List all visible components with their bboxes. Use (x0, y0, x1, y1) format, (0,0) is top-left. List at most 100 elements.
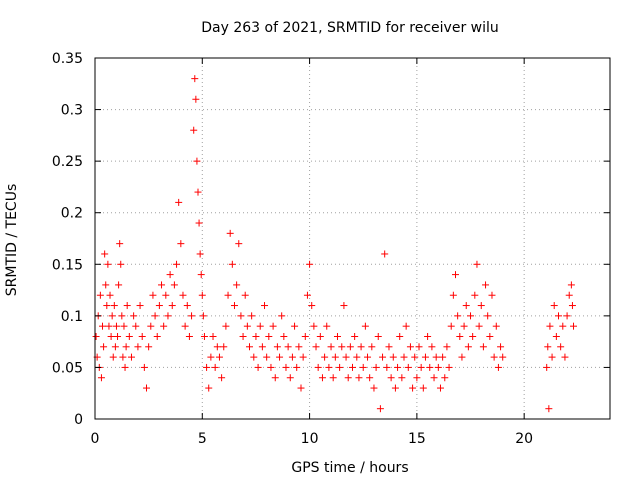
data-point (361, 322, 369, 330)
data-point (92, 332, 100, 340)
data-point (196, 250, 204, 258)
data-point (366, 374, 374, 382)
data-point (155, 302, 163, 310)
data-point (248, 312, 256, 320)
data-point (565, 291, 573, 299)
data-point (297, 384, 305, 392)
data-point (333, 332, 341, 340)
data-point (561, 353, 569, 361)
data-point (477, 302, 485, 310)
data-point (469, 332, 477, 340)
y-tick-label: 0.25 (52, 154, 83, 170)
data-point (555, 312, 562, 320)
data-point (211, 363, 219, 371)
data-point (118, 312, 126, 320)
data-point (265, 332, 273, 340)
data-point (430, 374, 438, 382)
data-point (411, 353, 419, 361)
data-point (162, 291, 170, 299)
data-point (282, 363, 290, 371)
x-tick-label: 15 (408, 431, 426, 447)
data-point (125, 332, 133, 340)
data-point (110, 302, 118, 310)
data-point (404, 363, 412, 371)
data-point (344, 374, 352, 382)
data-point (342, 353, 350, 361)
y-tick-label: 0.05 (52, 360, 83, 376)
data-point (160, 322, 168, 330)
y-tick-label: 0.35 (52, 51, 83, 67)
data-point (107, 332, 115, 340)
data-point (293, 363, 301, 371)
data-point (381, 250, 389, 258)
data-point (103, 302, 111, 310)
data-point (434, 363, 442, 371)
data-point (134, 343, 142, 351)
data-point (256, 322, 264, 330)
data-point (559, 322, 567, 330)
data-point (117, 260, 125, 268)
data-point (441, 374, 449, 382)
data-point (269, 322, 277, 330)
data-point (303, 291, 311, 299)
data-point (432, 353, 440, 361)
data-point (464, 343, 472, 351)
x-tick-label: 10 (301, 431, 319, 447)
data-point (105, 322, 113, 330)
data-point (261, 302, 269, 310)
data-point (546, 322, 554, 330)
data-point (145, 343, 153, 351)
data-point (452, 271, 459, 279)
y-tick-label: 0.1 (61, 309, 83, 325)
data-point (170, 281, 178, 289)
data-point (258, 343, 266, 351)
x-tick-label: 5 (198, 431, 207, 447)
data-point (497, 343, 505, 351)
data-point (568, 302, 576, 310)
data-point (166, 271, 174, 279)
data-point (376, 405, 384, 413)
data-point (241, 291, 249, 299)
data-point (355, 374, 363, 382)
data-point (111, 343, 119, 351)
data-point (419, 384, 427, 392)
y-tick-label: 0.15 (52, 257, 83, 273)
data-point (115, 281, 123, 289)
data-point (286, 374, 294, 382)
data-point (254, 363, 262, 371)
x-tick-label: 0 (91, 431, 100, 447)
data-point (185, 332, 193, 340)
data-point (544, 343, 552, 351)
data-point (190, 126, 198, 134)
data-point (99, 322, 107, 330)
data-point (188, 312, 196, 320)
x-tick-label: 20 (515, 431, 533, 447)
x-ticks: 0 5 10 15 20 (91, 58, 533, 447)
data-point (119, 353, 127, 361)
data-point (548, 353, 556, 361)
data-point (147, 322, 155, 330)
data-point (329, 374, 337, 382)
data-point (406, 343, 414, 351)
data-point (340, 302, 348, 310)
data-point (327, 343, 335, 351)
data-point (263, 353, 271, 361)
data-point (475, 322, 483, 330)
data-point (271, 374, 279, 382)
data-point (349, 363, 356, 371)
data-point (426, 363, 434, 371)
data-point (273, 343, 281, 351)
data-point (312, 343, 320, 351)
data-point (374, 332, 382, 340)
data-point (557, 343, 565, 351)
data-point (246, 343, 253, 351)
data-point (545, 405, 553, 413)
data-point (306, 260, 314, 268)
data-point (379, 353, 387, 361)
data-point (398, 374, 406, 382)
data-point (460, 322, 468, 330)
data-point (394, 363, 402, 371)
data-point (239, 332, 247, 340)
data-point (215, 353, 223, 361)
data-point (331, 353, 339, 361)
